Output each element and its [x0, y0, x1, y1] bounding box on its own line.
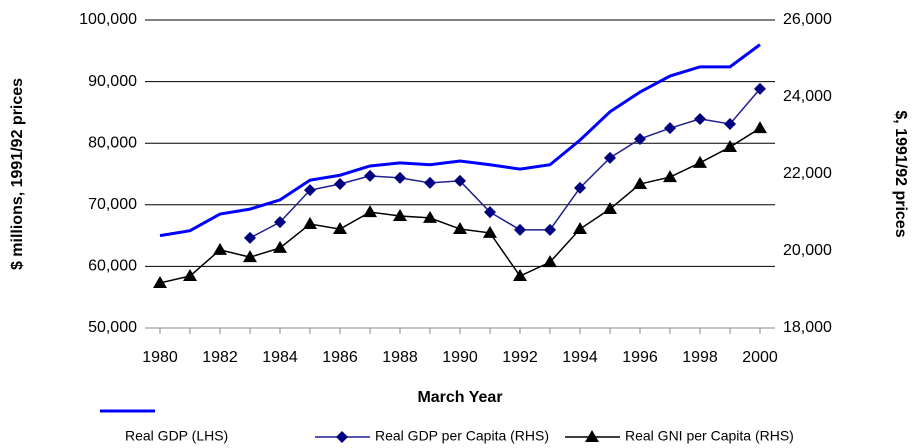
- data-point: [514, 223, 526, 236]
- x-tick-label: 1982: [202, 349, 238, 366]
- y-tick-label: 90,000: [88, 73, 137, 90]
- data-point: [364, 169, 376, 182]
- data-point: [424, 176, 436, 189]
- data-point: [183, 269, 197, 282]
- x-tick-label: 1990: [442, 349, 478, 366]
- data-point: [574, 181, 586, 194]
- x-tick-label: 1992: [502, 349, 538, 366]
- data-point: [244, 231, 256, 244]
- y2-tick-label: 24,000: [783, 88, 832, 105]
- data-point: [754, 82, 766, 95]
- y-tick-label: 100,000: [79, 11, 137, 28]
- data-point: [544, 223, 556, 236]
- x-tick-label: 1996: [622, 349, 658, 366]
- data-point: [274, 216, 286, 229]
- data-point: [243, 250, 257, 263]
- data-point: [724, 117, 736, 130]
- data-point: [604, 151, 616, 164]
- data-point: [543, 255, 557, 268]
- y-tick-label: 80,000: [88, 134, 137, 151]
- legend-label: Real GNI per Capita (RHS): [625, 428, 794, 444]
- data-point: [333, 222, 347, 235]
- y2-tick-label: 20,000: [783, 242, 832, 259]
- data-point: [483, 225, 497, 238]
- data-point: [336, 431, 348, 443]
- series-line: [249, 88, 761, 239]
- y-tick-label: 50,000: [88, 319, 137, 336]
- y2-tick-label: 26,000: [783, 11, 832, 28]
- data-point: [423, 210, 437, 223]
- data-point: [634, 132, 646, 145]
- data-point: [603, 202, 617, 215]
- y-axis-title: $ millions, 1991/92 prices: [9, 78, 26, 270]
- data-point: [213, 242, 227, 255]
- legend-label: Real GDP (LHS): [125, 428, 228, 444]
- y2-tick-label: 22,000: [783, 165, 832, 182]
- legend-label: Real GDP per Capita (RHS): [375, 428, 549, 444]
- data-point: [394, 171, 406, 184]
- data-point: [393, 208, 407, 221]
- data-point: [513, 269, 527, 282]
- x-tick-label: 1986: [322, 349, 358, 366]
- data-point: [334, 178, 346, 191]
- data-point: [633, 177, 647, 190]
- series-line: [159, 43, 761, 238]
- data-point: [663, 170, 677, 183]
- y-tick-label: 60,000: [88, 258, 137, 275]
- data-point: [664, 122, 676, 135]
- x-tick-label: 1988: [382, 349, 418, 366]
- data-point: [573, 222, 587, 235]
- y-tick-label: 70,000: [88, 196, 137, 213]
- x-tick-label: 2000: [742, 349, 778, 366]
- data-point: [753, 121, 767, 134]
- data-point: [585, 430, 599, 442]
- x-tick-label: 1994: [562, 349, 598, 366]
- data-point: [304, 184, 316, 197]
- data-point: [453, 222, 467, 235]
- x-tick-label: 1984: [262, 349, 298, 366]
- x-tick-label: 1998: [682, 349, 718, 366]
- data-point: [273, 240, 287, 253]
- x-axis-title: March Year: [417, 389, 502, 406]
- data-point: [723, 140, 737, 153]
- y2-tick-label: 18,000: [783, 319, 832, 336]
- data-point: [484, 206, 496, 219]
- x-tick-label: 1980: [142, 349, 178, 366]
- data-point: [303, 217, 317, 230]
- y2-axis-title: $, 1991/92 prices: [892, 110, 909, 237]
- data-point: [363, 205, 377, 218]
- data-point: [153, 275, 167, 288]
- data-point: [693, 155, 707, 168]
- data-point: [694, 112, 706, 125]
- data-point: [454, 174, 466, 187]
